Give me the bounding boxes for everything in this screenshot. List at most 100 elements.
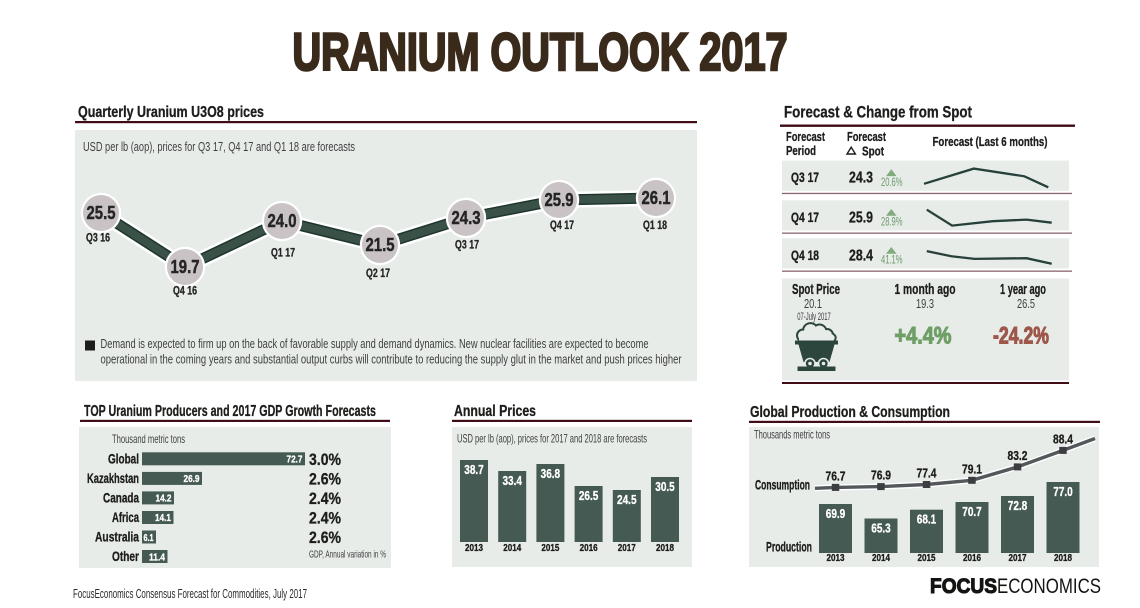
svg-text:Thousand metric tons: Thousand metric tons	[112, 432, 185, 446]
svg-text:36.8: 36.8	[541, 467, 561, 481]
svg-text:Q3 17: Q3 17	[791, 169, 819, 185]
svg-text:ECONOMICS: ECONOMICS	[997, 574, 1101, 598]
svg-text:USD per lb (aop), prices for Q: USD per lb (aop), prices for Q3 17, Q4 1…	[83, 139, 355, 154]
svg-text:Forecast: Forecast	[786, 130, 826, 144]
svg-text:72.8: 72.8	[1008, 499, 1028, 513]
svg-text:2014: 2014	[503, 543, 521, 554]
svg-text:Kazakhstan: Kazakhstan	[87, 471, 139, 486]
svg-text:Spot: Spot	[862, 145, 885, 159]
svg-text:26.5: 26.5	[1017, 297, 1035, 311]
svg-text:24.0: 24.0	[268, 211, 297, 231]
svg-text:26.5: 26.5	[579, 489, 599, 503]
svg-text:41.1%: 41.1%	[881, 255, 903, 267]
svg-text:28.9%: 28.9%	[881, 217, 903, 229]
svg-text:2013: 2013	[465, 543, 483, 554]
svg-text:26.9: 26.9	[184, 474, 200, 485]
svg-text:Global: Global	[108, 452, 139, 467]
svg-text:25.9: 25.9	[545, 190, 574, 210]
svg-text:24.5: 24.5	[617, 493, 637, 507]
svg-text:Q2 17: Q2 17	[366, 266, 390, 280]
svg-text:2.4%: 2.4%	[309, 509, 341, 528]
svg-text:Q1 17: Q1 17	[271, 246, 295, 260]
svg-text:FOCUS: FOCUS	[930, 574, 997, 598]
svg-text:Q4 17: Q4 17	[550, 218, 574, 232]
svg-text:19.3: 19.3	[916, 297, 934, 311]
svg-text:79.1: 79.1	[962, 462, 982, 476]
svg-text:Other: Other	[112, 549, 140, 564]
svg-text:65.3: 65.3	[871, 522, 891, 536]
svg-text:-24.2%: -24.2%	[993, 323, 1049, 350]
svg-text:Q4 16: Q4 16	[173, 284, 197, 298]
svg-text:38.7: 38.7	[464, 463, 484, 477]
svg-text:TOP Uranium Producers and 2017: TOP Uranium Producers and 2017 GDP Growt…	[84, 403, 376, 420]
svg-text:2.6%: 2.6%	[309, 528, 341, 547]
svg-text:2013: 2013	[827, 553, 845, 564]
svg-text:2.6%: 2.6%	[309, 469, 341, 488]
svg-text:FocusEconomics Consensus Forec: FocusEconomics Consensus Forecast for Co…	[73, 587, 307, 601]
svg-text:25.5: 25.5	[87, 203, 116, 223]
svg-text:6.1: 6.1	[144, 533, 154, 544]
svg-text:Demand is expected to firm up: Demand is expected to firm up on the bac…	[101, 336, 649, 351]
svg-text:2014: 2014	[872, 553, 890, 564]
svg-text:24.3: 24.3	[849, 170, 873, 187]
svg-text:+4.4%: +4.4%	[895, 323, 952, 350]
svg-text:Forecast: Forecast	[847, 130, 887, 144]
svg-text:2016: 2016	[963, 553, 981, 564]
svg-text:68.1: 68.1	[917, 513, 937, 527]
svg-text:Forecast (Last 6 months): Forecast (Last 6 months)	[933, 135, 1048, 149]
svg-text:76.7: 76.7	[826, 469, 846, 483]
svg-text:2015: 2015	[918, 553, 936, 564]
svg-text:2017: 2017	[618, 543, 636, 554]
svg-text:Australia: Australia	[95, 530, 139, 545]
svg-text:Q4 17: Q4 17	[791, 209, 819, 225]
svg-text:76.9: 76.9	[871, 469, 891, 483]
svg-text:26.1: 26.1	[642, 188, 671, 208]
svg-text:14.2: 14.2	[156, 494, 172, 505]
svg-text:Production: Production	[766, 539, 812, 555]
svg-text:Q3 17: Q3 17	[455, 238, 479, 252]
svg-text:Spot Price: Spot Price	[792, 282, 840, 298]
svg-text:19.7: 19.7	[171, 257, 200, 277]
svg-text:3.0%: 3.0%	[309, 450, 341, 469]
svg-text:11.4: 11.4	[149, 552, 165, 563]
svg-text:20.1: 20.1	[804, 297, 822, 311]
svg-text:2017: 2017	[1009, 553, 1027, 564]
svg-text:URANIUM OUTLOOK 2017: URANIUM OUTLOOK 2017	[293, 23, 788, 82]
svg-text:1 year ago: 1 year ago	[1000, 282, 1046, 298]
svg-text:Annual Prices: Annual Prices	[454, 403, 536, 420]
svg-text:28.4: 28.4	[849, 247, 873, 264]
svg-text:30.5: 30.5	[655, 480, 675, 494]
svg-text:14.1: 14.1	[155, 513, 171, 524]
svg-text:Q1 18: Q1 18	[643, 218, 667, 232]
svg-text:Africa: Africa	[112, 510, 139, 525]
svg-text:Forecast & Change from Spot: Forecast & Change from Spot	[784, 104, 972, 122]
svg-text:2.4%: 2.4%	[309, 489, 341, 508]
svg-text:83.2: 83.2	[1008, 449, 1028, 463]
svg-text:24.3: 24.3	[452, 208, 481, 228]
svg-text:33.4: 33.4	[502, 474, 522, 488]
svg-text:72.7: 72.7	[287, 455, 303, 466]
svg-text:69.9: 69.9	[826, 507, 846, 521]
svg-text:21.5: 21.5	[366, 235, 395, 255]
svg-text:USD per lb (aop), prices for 2: USD per lb (aop), prices for 2017 and 20…	[457, 432, 647, 446]
svg-text:Thousands metric tons: Thousands metric tons	[754, 428, 830, 442]
svg-text:77.4: 77.4	[917, 467, 937, 481]
svg-text:70.7: 70.7	[962, 505, 982, 519]
svg-text:2018: 2018	[656, 543, 674, 554]
svg-text:operational in the coming year: operational in the coming years and subs…	[101, 352, 682, 367]
svg-text:2016: 2016	[580, 543, 598, 554]
svg-text:Canada: Canada	[103, 491, 139, 506]
svg-text:Global Production & Consumptio: Global Production & Consumption	[750, 404, 950, 421]
svg-text:2018: 2018	[1054, 553, 1072, 564]
svg-text:Period: Period	[786, 144, 816, 158]
svg-text:Q3 16: Q3 16	[86, 231, 110, 245]
svg-text:2015: 2015	[541, 543, 559, 554]
svg-text:77.0: 77.0	[1053, 485, 1073, 499]
svg-text:25.9: 25.9	[849, 209, 873, 226]
svg-text:Q4 18: Q4 18	[791, 247, 819, 263]
svg-text:1 month ago: 1 month ago	[895, 282, 956, 298]
svg-text:88.4: 88.4	[1053, 432, 1073, 446]
svg-text:GDP, Annual variation in %: GDP, Annual variation in %	[309, 549, 386, 561]
svg-text:Quarterly Uranium U3O8 prices: Quarterly Uranium U3O8 prices	[78, 104, 264, 121]
svg-text:Consumption: Consumption	[755, 477, 810, 493]
